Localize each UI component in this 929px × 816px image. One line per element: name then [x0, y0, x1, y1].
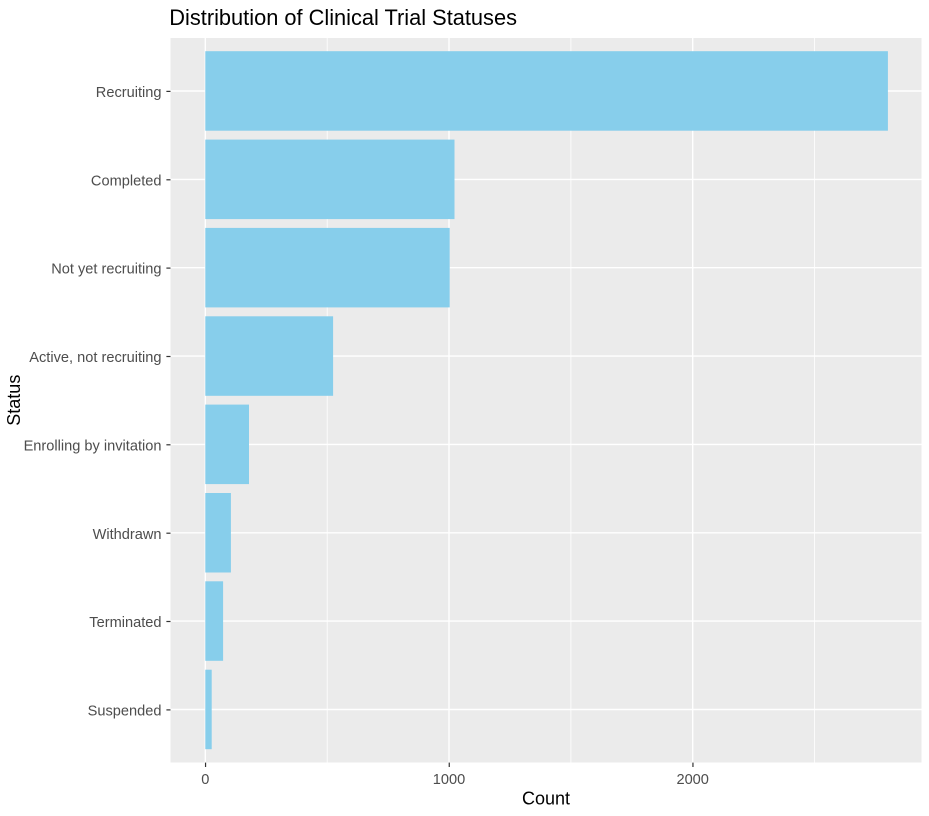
svg-text:Withdrawn: Withdrawn: [93, 527, 162, 543]
svg-text:Enrolling by invitation: Enrolling by invitation: [24, 438, 162, 454]
svg-text:2000: 2000: [676, 772, 708, 788]
svg-text:Distribution of Clinical Trial: Distribution of Clinical Trial Statuses: [169, 5, 517, 30]
svg-text:Terminated: Terminated: [89, 615, 161, 631]
svg-text:Not yet recruiting: Not yet recruiting: [51, 262, 161, 278]
svg-text:Active, not recruiting: Active, not recruiting: [29, 350, 161, 366]
svg-text:1000: 1000: [433, 772, 465, 788]
svg-text:Count: Count: [522, 788, 570, 808]
svg-text:Status: Status: [4, 375, 24, 426]
svg-text:Recruiting: Recruiting: [96, 85, 162, 101]
svg-text:Suspended: Suspended: [88, 704, 162, 720]
svg-text:Completed: Completed: [91, 173, 162, 189]
svg-text:0: 0: [201, 772, 209, 788]
